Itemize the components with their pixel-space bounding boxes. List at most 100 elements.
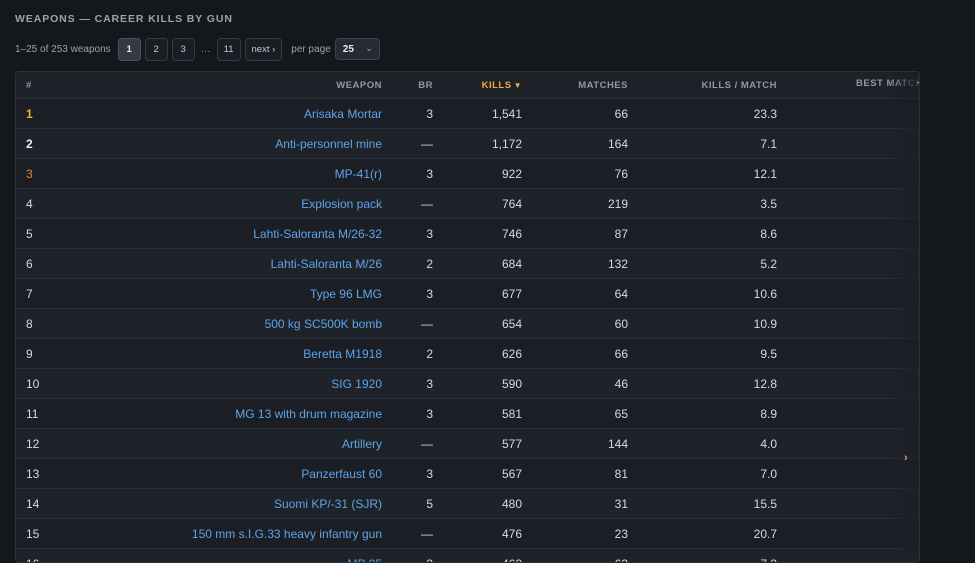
weapon-link[interactable]: 500 kg SC500K bomb — [265, 317, 382, 331]
best-match-cell: 1 — [777, 429, 920, 459]
weapon-link[interactable]: Anti-personnel mine — [275, 137, 382, 151]
column-header-weapon[interactable]: WEAPON — [49, 72, 382, 99]
weapon-link[interactable]: Panzerfaust 60 — [301, 467, 382, 481]
matches-cell: 31 — [522, 489, 628, 519]
weapon-link[interactable]: Explosion pack — [301, 197, 382, 211]
column-header-kills[interactable]: KILLS▼ — [433, 72, 522, 99]
column-header-kills-per-match[interactable]: KILLS / MATCH — [628, 72, 777, 99]
best-match-value: 4 — [856, 497, 920, 511]
page-button-2[interactable]: 2 — [145, 38, 168, 61]
best-match-value: 2 — [856, 467, 920, 481]
kills-cell: 480 — [433, 489, 522, 519]
kills-cell: 462 — [433, 549, 522, 563]
kills-per-match-cell: 9.5 — [628, 339, 777, 369]
best-match-cell: 2 — [777, 219, 920, 249]
per-page-select[interactable]: 25 ⌄ — [335, 38, 380, 60]
br-cell: 3 — [382, 279, 433, 309]
best-match-cell: 3 — [777, 159, 920, 189]
best-match-value: 3 — [856, 287, 920, 301]
rank-cell: 15 — [16, 519, 49, 549]
column-header-br[interactable]: BR — [382, 72, 433, 99]
rank-cell: 12 — [16, 429, 49, 459]
best-match-value: 4 — [856, 377, 920, 391]
column-header-rank[interactable]: # — [16, 72, 49, 99]
weapon-cell: Beretta M1918 — [49, 339, 382, 369]
weapon-link[interactable]: Type 96 LMG — [310, 287, 382, 301]
br-cell: — — [382, 429, 433, 459]
best-match-value: 8 — [856, 107, 920, 121]
kills-cell: 922 — [433, 159, 522, 189]
weapon-link[interactable]: Lahti-Saloranta M/26-32 — [253, 227, 382, 241]
weapon-link[interactable]: Arisaka Mortar — [304, 107, 382, 121]
matches-cell: 219 — [522, 189, 628, 219]
weapon-link[interactable]: 150 mm s.I.G.33 heavy infantry gun — [192, 527, 382, 541]
matches-cell: 60 — [522, 309, 628, 339]
br-cell: 3 — [382, 369, 433, 399]
rank-cell: 7 — [16, 279, 49, 309]
best-match-cell: 4 — [777, 489, 920, 519]
table-row[interactable]: 16MP 353462637.32 — [16, 549, 920, 563]
chevron-right-icon[interactable]: › — [904, 452, 908, 464]
weapons-table-container[interactable]: # WEAPON BR KILLS▼ MATCHES KILLS / MATCH… — [15, 71, 920, 563]
br-cell: — — [382, 309, 433, 339]
rank-cell: 4 — [16, 189, 49, 219]
weapon-link[interactable]: Lahti-Saloranta M/26 — [271, 257, 382, 271]
page-title: WEAPONS — CAREER KILLS BY GUN — [15, 13, 233, 25]
rank-cell: 8 — [16, 309, 49, 339]
br-cell: 3 — [382, 99, 433, 129]
kills-per-match-cell: 10.9 — [628, 309, 777, 339]
weapon-link[interactable]: MG 13 with drum magazine — [235, 407, 382, 421]
weapon-link[interactable]: Suomi KP/-31 (SJR) — [274, 497, 382, 511]
page-button-1[interactable]: 1 — [118, 38, 141, 61]
weapon-link[interactable]: SIG 1920 — [331, 377, 382, 391]
matches-cell: 66 — [522, 99, 628, 129]
best-match-cell: 2 — [777, 339, 920, 369]
br-cell: 3 — [382, 399, 433, 429]
table-header-row: # WEAPON BR KILLS▼ MATCHES KILLS / MATCH… — [16, 72, 920, 99]
next-page-button[interactable]: next › — [245, 38, 283, 61]
best-match-value: 4 — [856, 317, 920, 331]
kills-cell: 577 — [433, 429, 522, 459]
kills-per-match-cell: 15.5 — [628, 489, 777, 519]
matches-cell: 87 — [522, 219, 628, 249]
page-button-3[interactable]: 3 — [172, 38, 195, 61]
weapon-cell: MP-41(r) — [49, 159, 382, 189]
weapon-link[interactable]: MP-41(r) — [335, 167, 382, 181]
kills-header-label: KILLS — [482, 80, 512, 91]
rank-cell: 6 — [16, 249, 49, 279]
best-match-value: 1 — [856, 197, 920, 211]
weapon-cell: Suomi KP/-31 (SJR) — [49, 489, 382, 519]
weapon-cell: Artillery — [49, 429, 382, 459]
best-match-cell: 1 — [777, 189, 920, 219]
kills-per-match-cell: 20.7 — [628, 519, 777, 549]
weapon-link[interactable]: MP 35 — [348, 557, 382, 563]
br-cell: 3 — [382, 549, 433, 563]
column-header-best-match[interactable]: BEST MATCH — [777, 72, 920, 99]
per-page-label: per page — [291, 44, 330, 55]
sort-desc-icon: ▼ — [514, 81, 522, 90]
best-match-value: 6 — [856, 527, 920, 541]
br-cell: — — [382, 129, 433, 159]
weapon-cell: 500 kg SC500K bomb — [49, 309, 382, 339]
kills-per-match-cell: 10.6 — [628, 279, 777, 309]
br-cell: 5 — [382, 489, 433, 519]
weapon-link[interactable]: Beretta M1918 — [303, 347, 382, 361]
weapon-link[interactable]: Artillery — [342, 437, 382, 451]
column-header-matches[interactable]: MATCHES — [522, 72, 628, 99]
page-button-last[interactable]: 11 — [217, 38, 241, 61]
